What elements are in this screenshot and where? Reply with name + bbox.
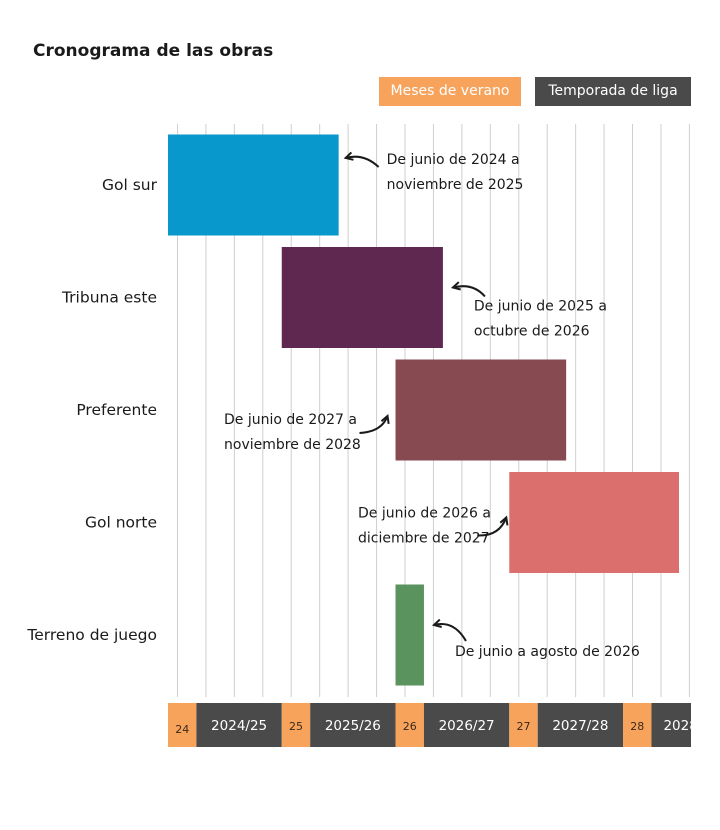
timeline-band-summer (395, 703, 424, 747)
timeline-band-label: 26 (403, 720, 417, 733)
task-labels: Gol sur Tribuna este Preferente Gol norte Te… (26, 176, 157, 644)
task-annotation: De junio de 2026 a diciembre de 2027 (358, 506, 491, 547)
timeline-band-label: 2027/28 (552, 718, 608, 734)
task-annotation: De junio de 2024 a noviembre de 2025 (387, 152, 524, 193)
annotation-arrow (477, 517, 508, 537)
timeline-band-summer (281, 703, 311, 747)
annotation-arrow (359, 415, 389, 434)
annotation-arrow (345, 155, 380, 168)
annotation-arrowhead (499, 515, 509, 526)
timeline-band-summer (509, 703, 538, 747)
task-annotations: De junio de 2024 a noviembre de 2025 De ju… (224, 151, 640, 660)
task-bar (509, 472, 679, 573)
timeline-band-league (196, 703, 282, 747)
task-bar (168, 134, 339, 236)
task-annotation: De junio de 2027 a noviembre de 2028 (224, 412, 361, 453)
annotation-arrowhead (431, 618, 442, 628)
timeline-band-label: 27 (517, 720, 531, 733)
timeline-band-league (423, 703, 510, 747)
task-label: Preferente (76, 401, 157, 419)
timeline-band-league (651, 703, 691, 747)
timeline-band-label: 2026/27 (439, 718, 495, 734)
timeline-band-league (310, 703, 396, 747)
chart-title: Cronograma de las obras (33, 41, 274, 61)
task-bars (168, 134, 679, 686)
task-label: Tribuna este (61, 289, 157, 307)
task-annotation: De junio a agosto de 2026 (455, 644, 640, 660)
task-annotation: De junio de 2025 a octubre de 2026 (474, 299, 607, 340)
timeline-band-league (537, 703, 624, 747)
annotation-arrow (452, 285, 486, 298)
timeline-band-label: 2025/26 (325, 718, 381, 734)
annotation-arrowhead (380, 414, 390, 425)
annotation-arrowhead (343, 151, 354, 161)
timeline-band-label: 25 (289, 720, 303, 733)
task-bar (281, 247, 443, 348)
timeline-band-label: 2024/25 (211, 718, 267, 734)
timeline-band-label: 2028 (663, 718, 697, 734)
task-label: Terreno de juego (26, 626, 157, 644)
timeline-band-summer (623, 703, 652, 747)
timeline-band-label: 24 (175, 723, 189, 736)
timeline-bands: 24 2024/25 25 2025/26 26 2026/27 27 2027/28 28 20… (168, 703, 698, 747)
annotation-arrow (433, 623, 467, 642)
task-label: Gol sur (102, 176, 158, 194)
task-label: Gol norte (85, 514, 157, 532)
task-bar (395, 584, 424, 686)
timeline-band-summer (168, 703, 197, 747)
legend-summer-months: Meses de verano (379, 77, 521, 106)
timeline-band-label: 28 (630, 720, 644, 733)
legend-league-season: Temporada de liga (535, 77, 691, 106)
annotation-arrowhead (450, 281, 461, 291)
task-bar (395, 359, 567, 461)
